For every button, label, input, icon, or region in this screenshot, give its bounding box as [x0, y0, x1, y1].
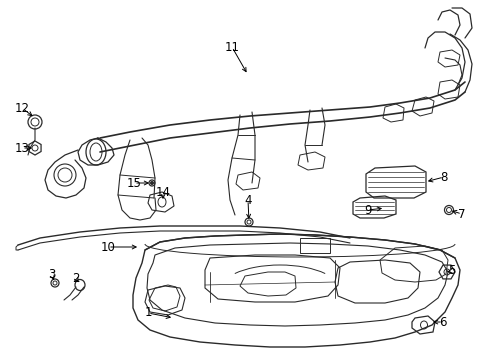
- Text: 10: 10: [101, 240, 115, 253]
- Text: 4: 4: [244, 194, 251, 207]
- Text: 3: 3: [48, 269, 56, 282]
- Text: 15: 15: [126, 176, 141, 189]
- Text: 6: 6: [438, 315, 446, 328]
- Text: 7: 7: [457, 207, 465, 220]
- Ellipse shape: [150, 181, 153, 185]
- Text: 13: 13: [15, 141, 29, 154]
- Text: 11: 11: [224, 41, 239, 54]
- Text: 5: 5: [447, 265, 455, 278]
- Text: 1: 1: [144, 306, 151, 320]
- Text: 9: 9: [364, 203, 371, 216]
- Text: 12: 12: [15, 102, 29, 114]
- Text: 8: 8: [439, 171, 447, 184]
- Text: 14: 14: [155, 185, 170, 198]
- Bar: [299, 238, 329, 253]
- Text: 2: 2: [72, 271, 80, 284]
